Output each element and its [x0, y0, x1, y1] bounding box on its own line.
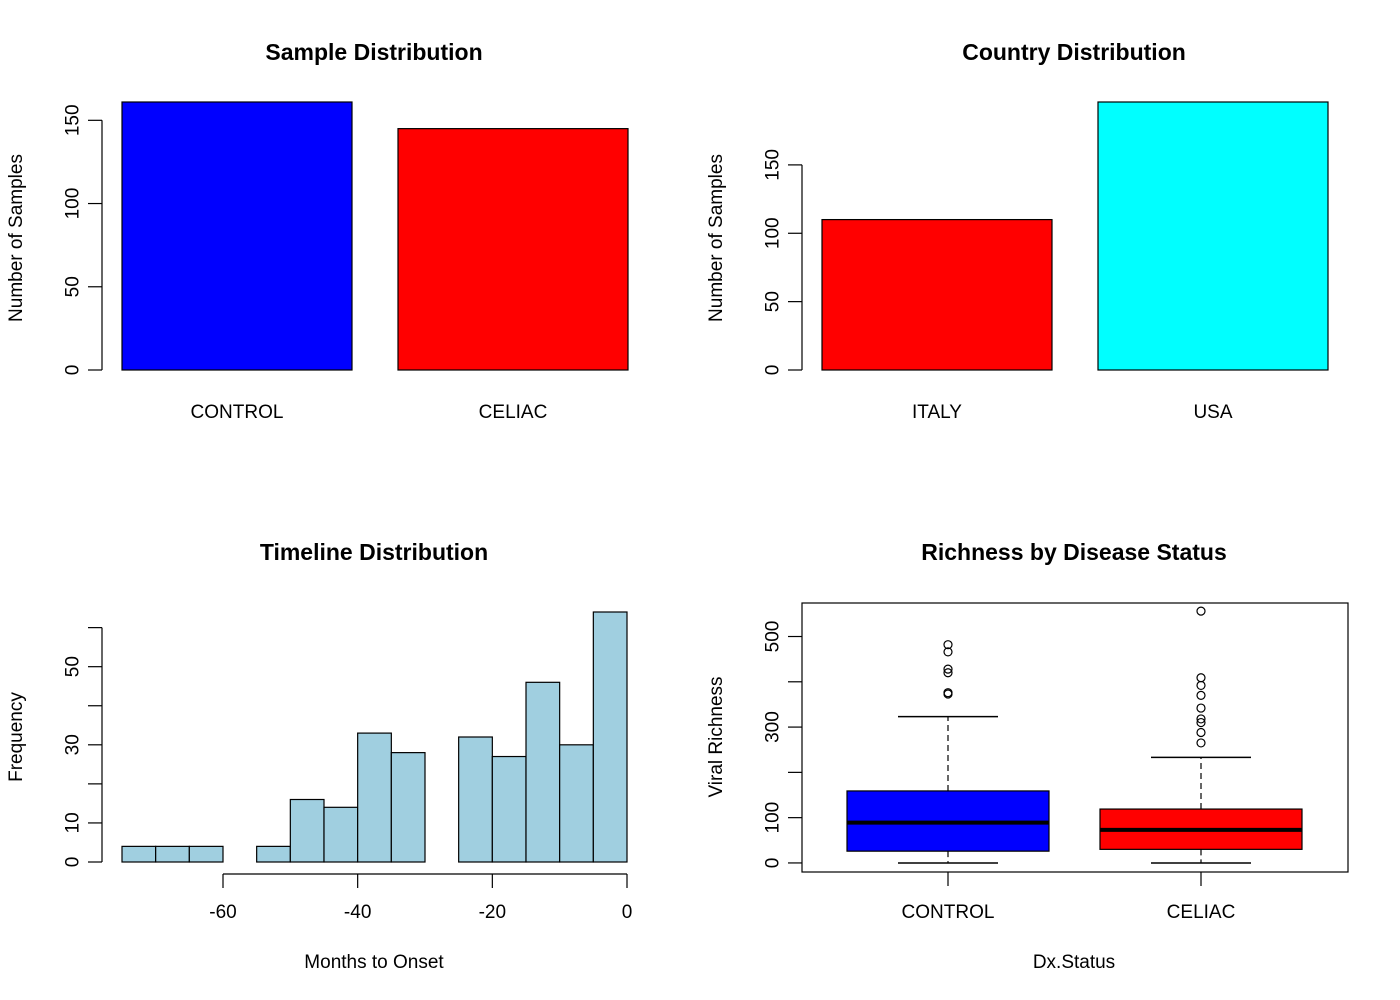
timeline-distribution-x-label: Months to Onset: [304, 952, 444, 973]
histogram-bar: [491, 755, 527, 863]
timeline-y-tick-label: 0: [63, 857, 84, 868]
richness-y-tick-label: 500: [763, 621, 784, 653]
country-distribution-title: Country Distribution: [962, 39, 1186, 65]
country-y-tick-label: 0: [763, 365, 784, 376]
histogram-bar: [121, 845, 157, 863]
richness-y-tick-label: 0: [763, 858, 784, 869]
timeline-distribution-title: Timeline Distribution: [260, 539, 488, 565]
timeline-y-tick-label: 10: [63, 812, 84, 833]
boxplot-frame: [801, 602, 1349, 873]
histogram-bar: [559, 744, 594, 863]
boxplot-outlier-point: [1196, 738, 1206, 748]
country-distribution-panel: Country Distribution Number of Samples 0…: [706, 39, 1329, 423]
histogram-bar: [357, 732, 392, 863]
boxplot-outlier-point: [943, 688, 953, 698]
richness-x-label: Dx.Status: [1033, 952, 1115, 973]
sample-y-tick-label: 150: [63, 104, 84, 136]
boxplot-outlier-point: [1196, 714, 1206, 724]
country-y-tick-label: 100: [763, 217, 784, 249]
timeline-x-tick-label: -20: [479, 902, 506, 923]
histogram-bar: [323, 806, 359, 863]
histogram-bar: [256, 845, 291, 863]
boxplot-outlier-point: [943, 664, 953, 674]
boxplot-outlier-point: [943, 640, 953, 650]
sample-distribution-panel: Sample Distribution Number of Samples 0 5…: [6, 39, 629, 423]
sample-y-tick-label: 0: [63, 365, 84, 376]
boxplot-outlier-point: [1196, 727, 1206, 738]
histogram-bar: [592, 611, 628, 863]
timeline-distribution-y-label: Frequency: [6, 692, 27, 782]
sample-category-label: CONTROL: [191, 402, 284, 423]
sample-distribution-title: Sample Distribution: [265, 39, 482, 65]
histogram-bar: [188, 845, 224, 863]
country-bar: [821, 218, 1053, 371]
histogram-bar: [289, 798, 325, 863]
country-category-label: USA: [1193, 402, 1232, 423]
timeline-x-tick-label: -60: [209, 902, 236, 923]
sample-distribution-y-label: Number of Samples: [6, 154, 27, 322]
histogram-bar: [390, 752, 426, 863]
histogram-bar: [155, 845, 190, 863]
timeline-y-tick-label: 30: [63, 734, 84, 755]
richness-y-label: Viral Richness: [706, 676, 727, 797]
richness-category-label: CONTROL: [902, 902, 995, 923]
country-y-tick-label: 50: [763, 291, 784, 312]
timeline-distribution-panel: Timeline Distribution Frequency Months t…: [6, 539, 632, 973]
country-bar: [1097, 101, 1329, 371]
boxplot-outlier-point: [943, 668, 953, 678]
timeline-x-tick-label: 0: [622, 902, 633, 923]
histogram-bar: [525, 681, 561, 863]
boxplot-outlier-point: [1196, 680, 1206, 691]
richness-y-tick-label: 100: [763, 802, 784, 834]
boxplot-outlier-point: [1196, 606, 1206, 616]
country-y-tick-label: 150: [763, 149, 784, 181]
boxplot-outlier-point: [1196, 690, 1206, 700]
richness-category-label: CELIAC: [1167, 902, 1236, 923]
sample-bar: [397, 128, 629, 371]
sample-y-tick-label: 50: [63, 276, 84, 297]
histogram-bar: [458, 736, 493, 863]
boxplot-outlier-point: [943, 647, 953, 657]
country-category-label: ITALY: [912, 402, 962, 423]
richness-y-tick-label: 300: [763, 711, 784, 743]
sample-y-tick-label: 100: [63, 188, 84, 220]
boxplot-outlier-point: [1196, 673, 1206, 683]
boxplot-outlier-point: [1196, 717, 1206, 728]
timeline-x-tick-label: -40: [344, 902, 371, 923]
richness-title: Richness by Disease Status: [921, 539, 1227, 565]
richness-panel: Richness by Disease Status Viral Richnes…: [706, 539, 1349, 973]
boxplot-outlier-point: [1196, 703, 1206, 713]
country-distribution-y-label: Number of Samples: [706, 154, 727, 322]
sample-bar: [121, 101, 353, 371]
timeline-y-tick-label: 50: [63, 656, 84, 677]
sample-category-label: CELIAC: [479, 402, 548, 423]
